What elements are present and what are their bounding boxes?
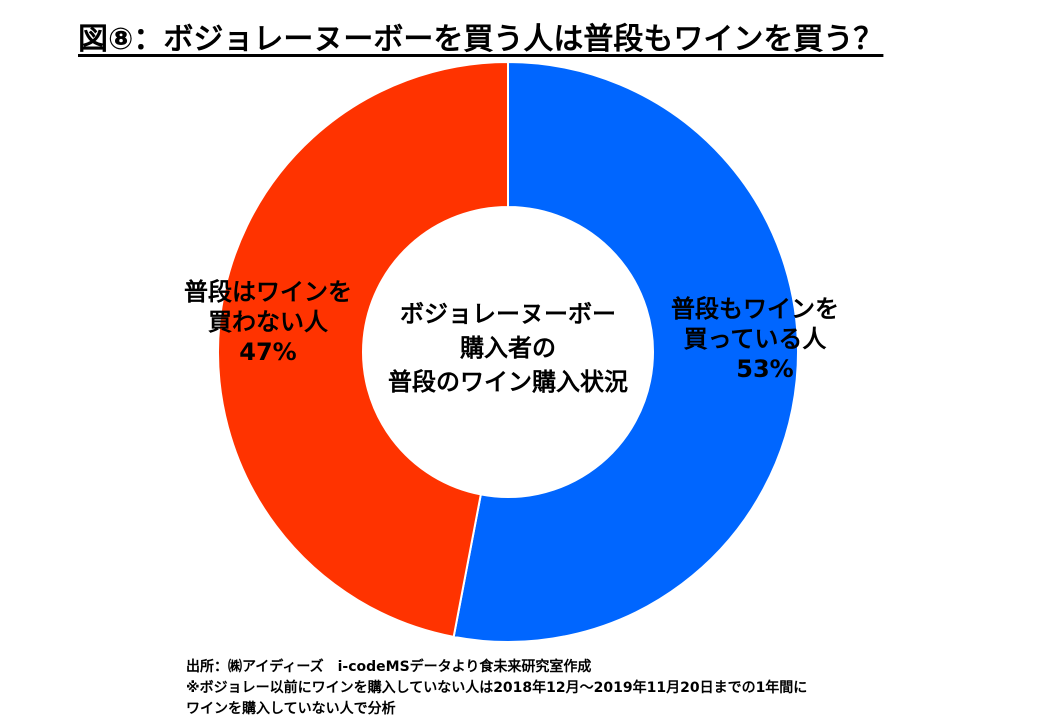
slice-1 bbox=[217, 60, 509, 639]
donut-slices bbox=[217, 60, 799, 643]
center-label-line-2: 普段のワイン購入状況 bbox=[388, 368, 628, 396]
slice-0-label-line-1: 買っている人 bbox=[684, 325, 827, 353]
slice-0-value: 53% bbox=[736, 355, 793, 383]
slice-0 bbox=[452, 60, 799, 643]
source-line-1: 出所：㈱アイディーズ i-codeMSデータより食未来研究室作成 bbox=[186, 659, 592, 675]
source-line-2: ※ボジョレー以前にワインを購入していない人は2018年12月～2019年11月2… bbox=[186, 680, 808, 696]
slice-1-value: 47% bbox=[239, 338, 296, 366]
center-label-line-1: 購入者の bbox=[460, 334, 556, 362]
slice-0-label-line-0: 普段もワインを bbox=[671, 295, 839, 323]
source-line-3: ワインを購入していない人で分析 bbox=[186, 701, 396, 717]
slice-1-label-line-0: 普段はワインを bbox=[184, 278, 352, 306]
slice-1-label-line-1: 買わない人 bbox=[208, 308, 328, 336]
center-label-line-0: ボジョレーヌーボー bbox=[400, 300, 616, 328]
source-note: 出所：㈱アイディーズ i-codeMSデータより食未来研究室作成 ※ボジョレー以… bbox=[186, 657, 807, 720]
chart-title: 図⑧：ボジョレーヌーボーを買う人は普段もワインを買う？ bbox=[78, 22, 884, 57]
